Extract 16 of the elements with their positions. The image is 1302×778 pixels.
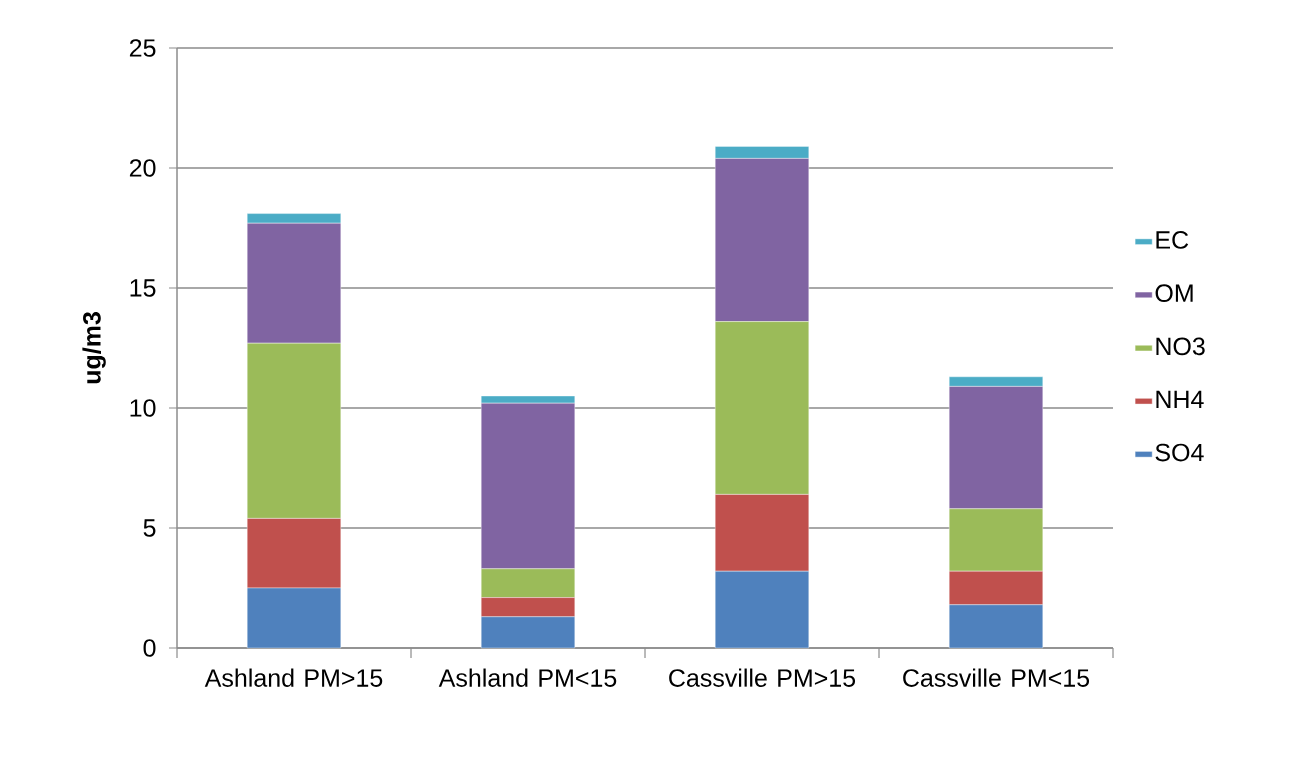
y-tick-label: 0 (143, 639, 156, 657)
legend-label: EC (1156, 231, 1189, 249)
legend-label: NO3 (1156, 337, 1205, 356)
legend-label: SO4 (1155, 443, 1204, 462)
x-tick-label: Ashland PM<15 (438, 668, 617, 687)
legend-label: NH4 (1156, 390, 1204, 408)
y-axis-title: ug/m3 (82, 312, 106, 384)
y-tick-label: 20 (129, 159, 156, 177)
y-tick-label: 10 (130, 399, 156, 417)
y-tick-label: 25 (129, 39, 156, 57)
y-tick-label: 5 (143, 519, 156, 537)
legend-label: OM (1155, 284, 1193, 303)
x-tick-label: Ashland PM>15 (204, 668, 383, 687)
x-tick-label: Cassville PM<15 (903, 668, 1090, 687)
y-tick-label: 15 (130, 279, 156, 297)
x-tick-label: Cassville PM>15 (669, 668, 856, 687)
